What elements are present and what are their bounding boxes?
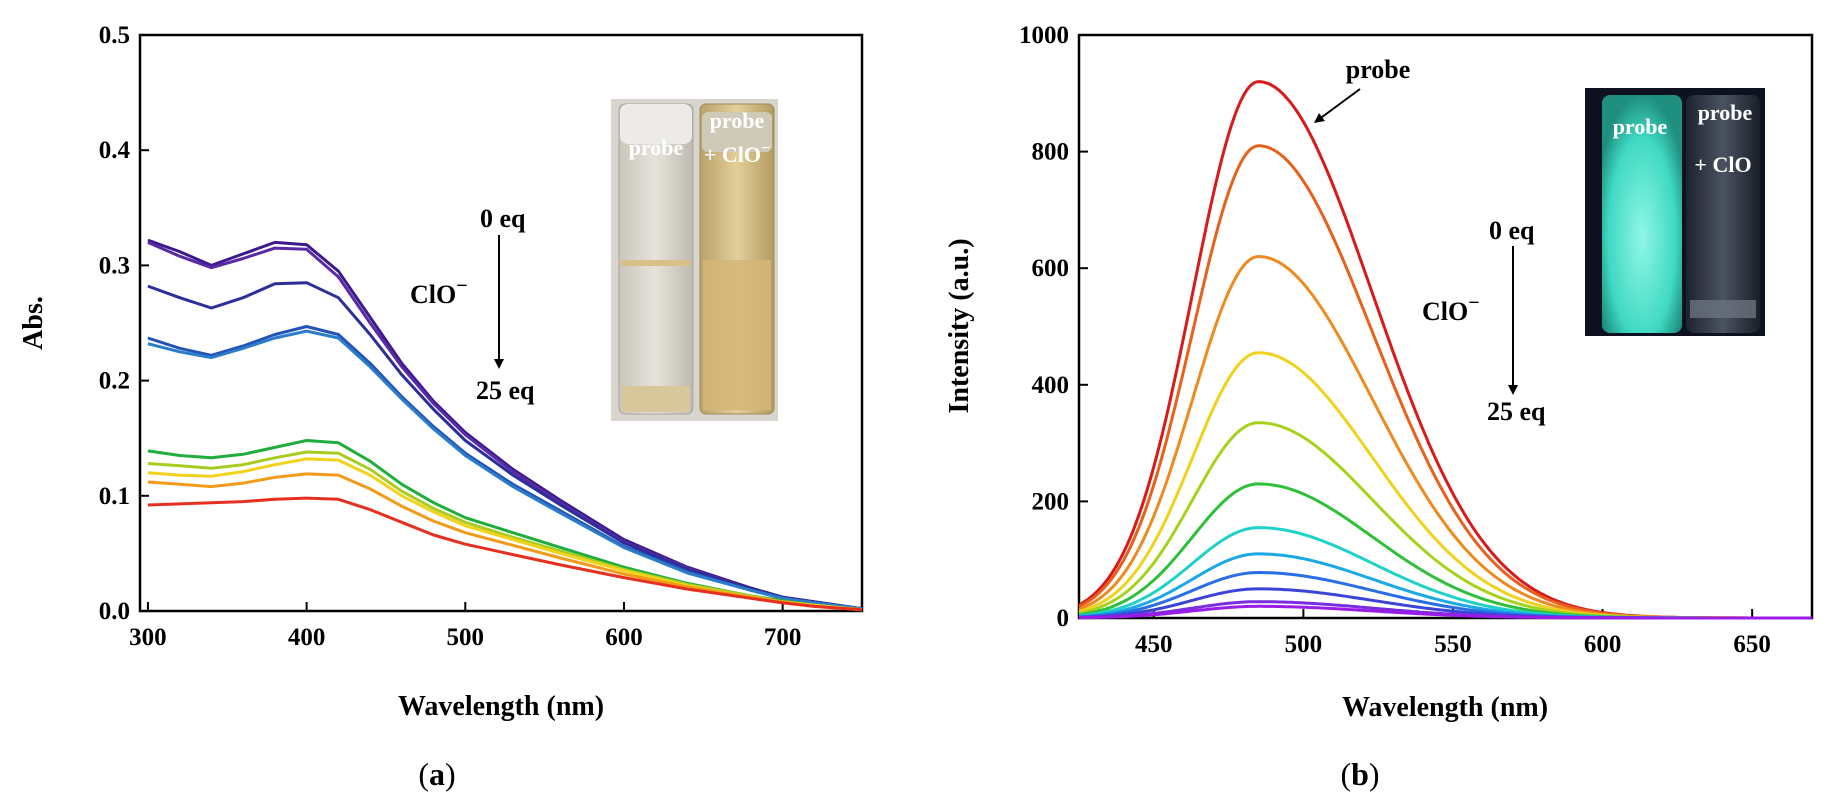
x-tick-label: 650 bbox=[1733, 631, 1771, 658]
x-tick-label: 500 bbox=[447, 624, 485, 651]
y-tick-label: 0.2 bbox=[99, 368, 130, 395]
inset-label-probe-clo-line2-b: + ClO bbox=[1694, 152, 1751, 177]
y-tick-label: 1000 bbox=[1019, 22, 1069, 49]
annotation-pointer-b: probe bbox=[1346, 55, 1411, 84]
y-tick-label: 0.0 bbox=[99, 598, 130, 625]
y-tick-label: 600 bbox=[1032, 255, 1070, 282]
x-tick-label: 600 bbox=[605, 624, 643, 651]
y-ticks-a: 0.0 0.1 0.2 0.3 0.4 0.5 bbox=[99, 22, 149, 625]
inset-label-probe-clo-line2-a: + ClO− bbox=[704, 140, 770, 167]
x-axis-title-a: Wavelength (nm) bbox=[398, 691, 604, 722]
y-ticks-b: 0 200 400 600 800 1000 bbox=[1019, 22, 1088, 632]
panel-b: 0 200 400 600 800 1000 450 500 550 600 650 probe … bbox=[944, 22, 1814, 792]
inset-label-probe-clo-line1-b: probe bbox=[1698, 100, 1753, 125]
x-ticks-a: 300 400 500 600 700 bbox=[129, 602, 801, 651]
y-axis-title-a: Abs. bbox=[18, 296, 49, 350]
y-tick-label: 800 bbox=[1032, 139, 1070, 166]
series-line-12 bbox=[1079, 604, 1812, 620]
y-axis-title-b: Intensity (a.u.) bbox=[944, 238, 975, 413]
reagent-superscript-b: − bbox=[1468, 292, 1479, 314]
annotation-end-b: 25 eq bbox=[1487, 397, 1546, 426]
annotation-reagent-b: ClO− bbox=[1422, 292, 1480, 326]
inset-label-probe-clo-line1-a: probe bbox=[710, 108, 765, 133]
plot-frame-b bbox=[1077, 33, 1814, 620]
y-tick-label: 0 bbox=[1057, 605, 1070, 632]
panel-label-b: (b) bbox=[1340, 756, 1379, 792]
series-line-10 bbox=[147, 496, 863, 612]
series-line-4 bbox=[1078, 351, 1812, 620]
x-ticks-b: 450 500 550 600 650 bbox=[1135, 609, 1771, 658]
x-tick-label: 700 bbox=[764, 624, 802, 651]
y-tick-label: 0.5 bbox=[99, 22, 130, 49]
x-tick-label: 600 bbox=[1584, 631, 1622, 658]
series-b bbox=[1078, 80, 1812, 620]
y-tick-label: 0.1 bbox=[99, 483, 130, 510]
inset-label-probe-a: probe bbox=[629, 135, 684, 160]
inset-photo-a: probe probe + ClO− bbox=[611, 99, 778, 421]
pointer-arrow-b bbox=[1313, 88, 1361, 123]
y-tick-label: 0.3 bbox=[99, 252, 130, 279]
panel-a: 0.0 0.1 0.2 0.3 0.4 0.5 300 400 500 600 700 probe… bbox=[18, 22, 864, 792]
annotation-reagent-a: ClO− bbox=[410, 275, 468, 309]
plot-frame-a bbox=[138, 33, 864, 613]
x-tick-label: 450 bbox=[1135, 631, 1173, 658]
x-tick-label: 550 bbox=[1434, 631, 1472, 658]
y-tick-label: 200 bbox=[1032, 488, 1070, 515]
x-tick-label: 400 bbox=[288, 624, 326, 651]
annotation-end-a: 25 eq bbox=[476, 376, 535, 405]
x-axis-title-b: Wavelength (nm) bbox=[1342, 692, 1548, 723]
y-tick-label: 400 bbox=[1032, 372, 1070, 399]
series-a bbox=[147, 238, 863, 612]
inset-photo-b: probe probe + ClO bbox=[1585, 88, 1765, 336]
annotation-start-a: 0 eq bbox=[480, 204, 526, 233]
inset-label-probe-b: probe bbox=[1613, 114, 1668, 139]
series-line-5 bbox=[147, 329, 863, 611]
annotation-start-b: 0 eq bbox=[1489, 216, 1535, 245]
x-tick-label: 300 bbox=[129, 624, 167, 651]
y-tick-label: 0.4 bbox=[99, 137, 131, 164]
series-line-5 bbox=[1078, 421, 1812, 620]
x-tick-label: 500 bbox=[1285, 631, 1323, 658]
panel-label-a: (a) bbox=[418, 756, 455, 792]
inset-superscript-a: − bbox=[761, 140, 770, 157]
reagent-superscript-a: − bbox=[456, 275, 467, 297]
